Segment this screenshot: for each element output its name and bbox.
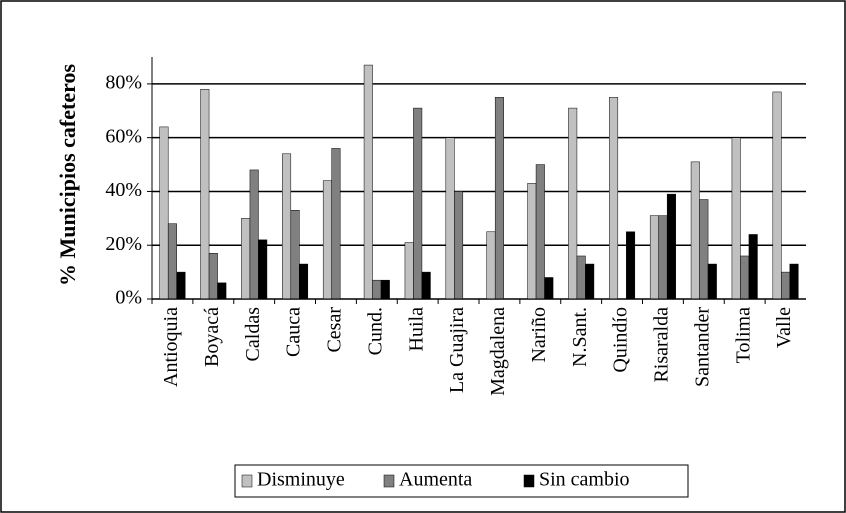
x-tick-label: La Guajira — [446, 307, 468, 393]
bar — [241, 218, 251, 300]
x-tick-label: Quindío — [610, 307, 632, 373]
legend-swatch — [241, 474, 253, 488]
bar — [609, 97, 619, 300]
y-tick-label: 0% — [115, 287, 142, 309]
x-tick-label: Antioquia — [160, 307, 182, 387]
bar — [413, 107, 423, 300]
legend-swatch — [383, 474, 395, 488]
bar — [690, 161, 700, 300]
bar — [217, 282, 227, 300]
bar — [159, 126, 169, 300]
bar — [176, 271, 186, 300]
bar — [486, 231, 496, 300]
x-tick-label: Cauca — [283, 307, 305, 357]
bar — [781, 271, 791, 300]
y-tick-label: 60% — [105, 125, 142, 147]
y-tick-label: 80% — [105, 71, 142, 93]
x-tick-label: Cesar — [324, 307, 346, 353]
bar — [527, 183, 537, 300]
x-tick-label: Valle — [773, 307, 795, 348]
bar — [731, 137, 741, 300]
bar — [249, 169, 259, 300]
bar — [740, 255, 750, 300]
x-tick-label: Huila — [405, 307, 427, 352]
x-tick-label: Santander — [691, 307, 713, 387]
x-tick-label: Nariño — [528, 307, 550, 363]
bar — [789, 263, 799, 300]
legend-label: Sin cambio — [539, 469, 630, 491]
legend-swatch — [523, 474, 535, 488]
bar — [658, 215, 668, 300]
x-tick-label: N.Sant. — [569, 307, 591, 367]
x-tick-label: Magdalena — [487, 307, 509, 396]
x-tick-label: Boyacá — [201, 307, 223, 367]
bar — [331, 148, 341, 300]
bar — [282, 153, 292, 300]
bar — [421, 271, 431, 300]
bar — [535, 164, 545, 300]
x-tick-label: Caldas — [242, 307, 264, 362]
bar — [404, 242, 414, 300]
bar — [380, 279, 390, 300]
bar — [290, 210, 300, 300]
bar — [494, 97, 504, 300]
x-tick-label: Tolima — [732, 307, 754, 363]
bar — [363, 64, 373, 300]
y-axis-label: % Municipios cafeteros — [55, 64, 80, 286]
legend-box — [234, 464, 689, 498]
bar — [649, 215, 659, 300]
bar — [666, 193, 676, 300]
legend-label: Aumenta — [399, 469, 472, 491]
x-tick-label: Risaralda — [651, 307, 673, 383]
bar — [299, 263, 309, 300]
bar — [258, 239, 268, 300]
legend-label: Disminuye — [257, 469, 345, 491]
bar — [208, 253, 218, 300]
bar — [167, 223, 177, 300]
bar — [454, 191, 464, 300]
y-tick-label: 20% — [105, 233, 142, 255]
bar — [322, 180, 332, 300]
x-tick-label: Cund. — [364, 307, 386, 355]
bar — [568, 107, 578, 300]
y-tick-label: 40% — [105, 179, 142, 201]
bar — [576, 255, 586, 300]
bar — [585, 263, 595, 300]
bar — [699, 199, 709, 300]
bar — [748, 234, 758, 300]
bar — [707, 263, 717, 300]
bar — [772, 91, 782, 300]
bar — [544, 277, 554, 300]
bar — [626, 231, 636, 300]
bar — [372, 279, 382, 300]
bar — [200, 89, 210, 300]
bar — [445, 137, 455, 300]
